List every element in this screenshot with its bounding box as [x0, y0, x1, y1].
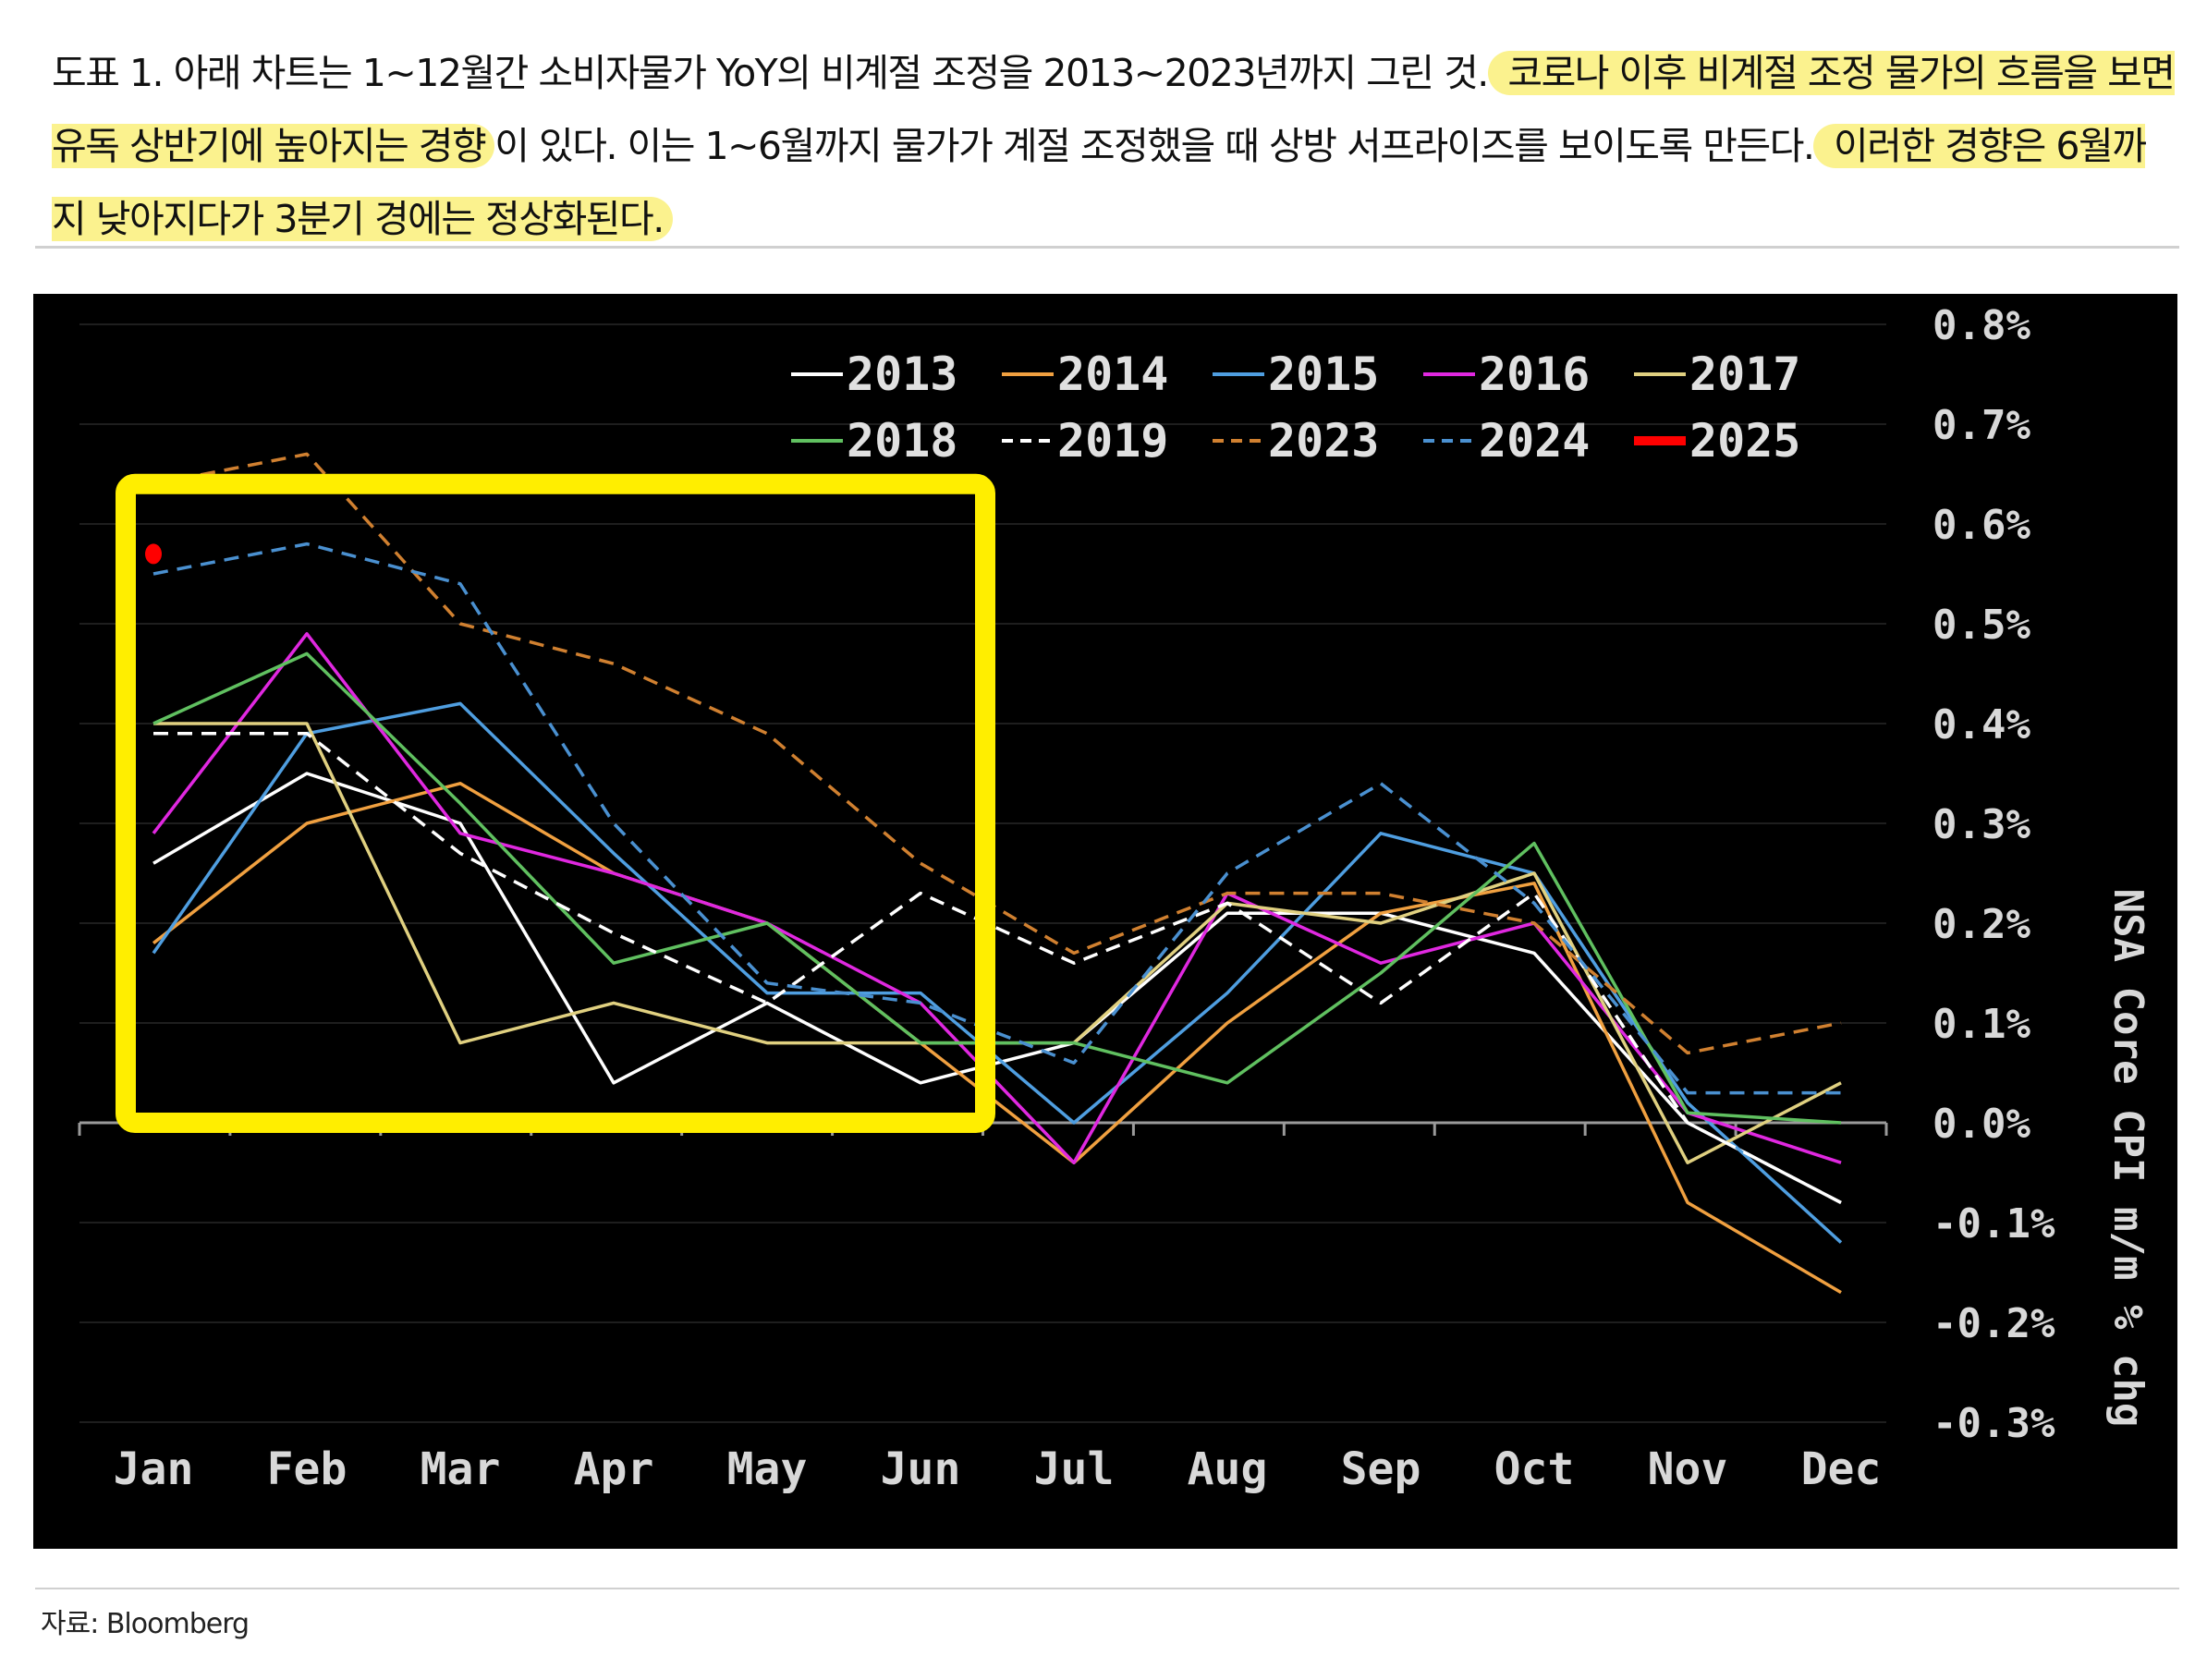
- y-tick-label: 0.1%: [1933, 1001, 2030, 1048]
- y-tick-label: 0.4%: [1933, 701, 2030, 749]
- y-axis-title: NSA Core CPI m/m % chg: [2104, 889, 2152, 1428]
- x-tick-label: Aug: [1188, 1443, 1268, 1495]
- legend-label-2018: 2018: [847, 414, 957, 468]
- legend-label-2017: 2017: [1689, 347, 1800, 401]
- series-line-2015: [152, 701, 1843, 1244]
- series-line-2023: [152, 452, 1842, 1055]
- y-tick-label: -0.2%: [1933, 1300, 2055, 1347]
- caption-divider: [35, 246, 2179, 249]
- caption-text: 도표 1. 아래 차트는 1~12월간 소비자물가 YoY의 비계절 조정을 2…: [52, 51, 1489, 95]
- y-tick-label: 0.7%: [1933, 402, 2030, 449]
- legend-label-2019: 2019: [1057, 414, 1168, 468]
- y-tick-label: 0.5%: [1933, 602, 2030, 649]
- series-line-2014: [152, 782, 1842, 1295]
- caption-text: 이 있다. 이는 1~6월까지 물가가 계절 조정했을 때 상방 서프라이즈를 …: [494, 124, 1815, 168]
- legend-label-2015: 2015: [1268, 347, 1379, 401]
- legend-label-2014: 2014: [1057, 347, 1168, 401]
- x-tick-label: Jun: [881, 1443, 961, 1495]
- legend-label-2023: 2023: [1268, 414, 1379, 468]
- series-line-2024: [152, 542, 1841, 1095]
- y-tick-label: 0.0%: [1933, 1101, 2030, 1148]
- y-tick-label: 0.6%: [1933, 502, 2030, 549]
- chart-panel: 2013 2014 2015 2016 2017 2018 2019 2023 2024 2025…: [33, 294, 2177, 1549]
- figure-caption: 도표 1. 아래 차트는 1~12월간 소비자물가 YoY의 비계절 조정을 2…: [52, 37, 2177, 256]
- series-line-2016: [152, 632, 1842, 1164]
- x-tick-label: Oct: [1494, 1443, 1575, 1495]
- x-tick-label: Apr: [574, 1443, 654, 1495]
- series-marker-2025: [145, 543, 162, 565]
- x-tick-label: Dec: [1801, 1443, 1882, 1495]
- legend-label-2025: 2025: [1689, 414, 1800, 468]
- series-line-2019: [153, 732, 1842, 1204]
- line-chart: 2013 2014 2015 2016 2017 2018 2019 2023 2024 2025…: [78, 302, 2152, 1495]
- y-tick-label: 0.8%: [1933, 302, 2030, 349]
- legend-label-2013: 2013: [847, 347, 957, 401]
- highlight-box: [116, 473, 995, 1134]
- x-tick-label: Jul: [1034, 1443, 1115, 1495]
- y-tick-label: 0.3%: [1933, 801, 2030, 848]
- x-tick-label: May: [727, 1443, 808, 1495]
- legend-label-2016: 2016: [1479, 347, 1590, 401]
- x-tick-label: Jan: [114, 1443, 194, 1495]
- y-tick-label: 0.2%: [1933, 901, 2030, 948]
- x-tick-label: Nov: [1648, 1443, 1728, 1495]
- x-tick-label: Feb: [267, 1443, 348, 1495]
- x-tick-label: Sep: [1341, 1443, 1421, 1495]
- series-line-2013: [152, 772, 1842, 1204]
- y-tick-label: -0.3%: [1933, 1400, 2055, 1447]
- source-divider: [35, 1588, 2179, 1589]
- legend-label-2024: 2024: [1479, 414, 1590, 468]
- source-note: 자료: Bloomberg: [41, 1608, 250, 1640]
- y-tick-label: -0.1%: [1933, 1200, 2055, 1248]
- series-line-2018: [152, 651, 1842, 1125]
- x-tick-label: Mar: [421, 1443, 501, 1495]
- series-line-2017: [153, 722, 1842, 1164]
